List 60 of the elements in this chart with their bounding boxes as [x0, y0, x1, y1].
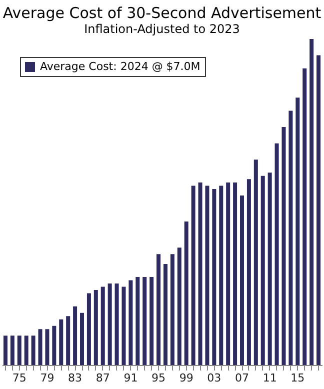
bar: [233, 182, 238, 365]
bar: [288, 110, 293, 365]
x-tick-label: 91: [124, 372, 138, 384]
bar: [198, 182, 202, 365]
bar: [184, 222, 188, 365]
bar: [142, 276, 147, 365]
chart-title: Average Cost of 30-Second Advertisement: [2, 4, 322, 22]
x-tick-label: 75: [12, 372, 26, 384]
bar: [254, 160, 258, 365]
bar: [163, 264, 168, 365]
bar: [80, 312, 84, 365]
x-tick-label: 07: [235, 372, 249, 384]
x-tick-label: 11: [262, 372, 277, 384]
bar: [310, 39, 314, 365]
bar: [240, 195, 244, 365]
bar: [128, 280, 133, 365]
bar: [31, 336, 36, 365]
bar: [86, 293, 91, 365]
bar: [24, 336, 28, 365]
bar: [52, 326, 56, 365]
bar: [177, 248, 182, 365]
bar: [114, 284, 119, 365]
chart-subtitle: Inflation-Adjusted to 2023: [84, 22, 240, 36]
bar: [205, 186, 210, 365]
bar: [136, 276, 140, 365]
bar: [212, 188, 216, 365]
bar: [219, 186, 224, 365]
bar: [38, 329, 42, 365]
bar: [156, 254, 161, 365]
bar: [296, 98, 300, 365]
bar: [59, 319, 64, 365]
bar: [282, 127, 286, 365]
bar: [268, 172, 272, 365]
bar: [73, 306, 78, 365]
bar: [274, 143, 279, 365]
x-tick-label: 99: [179, 372, 194, 384]
bar: [122, 286, 126, 365]
bar: [246, 179, 251, 365]
bar: [17, 336, 22, 365]
x-tick-label: 87: [96, 372, 110, 384]
bar: [170, 254, 174, 365]
bar: [302, 68, 307, 365]
bar: [10, 336, 14, 365]
bar: [45, 329, 50, 365]
bar: [108, 284, 112, 365]
bar: [150, 276, 154, 365]
x-tick-label: 79: [40, 372, 54, 384]
x-tick-label: 83: [68, 372, 82, 384]
bar: [191, 186, 196, 365]
legend-label: Average Cost: 2024 @ $7.0M: [40, 60, 200, 73]
bar: [316, 55, 321, 365]
bar: [260, 176, 265, 365]
bar: [100, 286, 105, 365]
bar: [94, 290, 98, 365]
x-tick-label: 15: [290, 372, 305, 384]
bar: [3, 336, 8, 365]
bar: [226, 182, 230, 365]
bar: [66, 316, 70, 365]
x-tick-label: 03: [207, 372, 222, 384]
x-tick-label: 95: [152, 372, 166, 384]
